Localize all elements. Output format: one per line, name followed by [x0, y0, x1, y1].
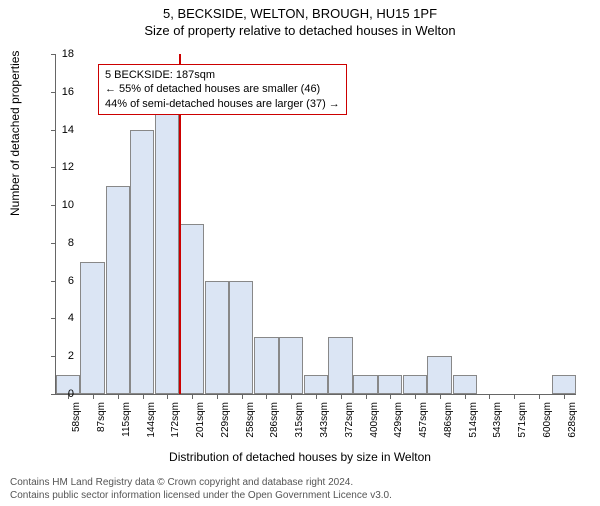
histogram-bar — [130, 130, 154, 394]
xtick-label: 115sqm — [121, 402, 132, 437]
annotation-line: 44% of semi-detached houses are larger (… — [105, 97, 340, 111]
xtick-mark — [143, 394, 144, 399]
annotation-line: 5 BECKSIDE: 187sqm — [105, 68, 340, 82]
xtick-mark — [415, 394, 416, 399]
histogram-bar — [80, 262, 104, 394]
xtick-label: 400sqm — [369, 402, 380, 438]
histogram-bar — [254, 337, 278, 394]
y-axis-label: Number of detached properties — [8, 51, 22, 216]
xtick-mark — [217, 394, 218, 399]
ytick-label: 2 — [50, 350, 74, 362]
xtick-label: 87sqm — [96, 402, 107, 432]
ytick-label: 6 — [50, 275, 74, 287]
xtick-label: 286sqm — [269, 402, 280, 438]
xtick-label: 571sqm — [517, 402, 528, 438]
xtick-label: 429sqm — [393, 402, 404, 438]
histogram-bar — [279, 337, 303, 394]
xtick-mark — [465, 394, 466, 399]
xtick-label: 372sqm — [344, 402, 355, 438]
histogram-bar — [179, 224, 203, 394]
xtick-label: 258sqm — [245, 402, 256, 438]
xtick-label: 457sqm — [418, 402, 429, 438]
histogram-bar — [378, 375, 402, 394]
xtick-label: 144sqm — [146, 402, 157, 438]
page-title-desc: Size of property relative to detached ho… — [0, 23, 600, 38]
ytick-label: 0 — [50, 388, 74, 400]
ytick-label: 8 — [50, 237, 74, 249]
footer-line1: Contains HM Land Registry data © Crown c… — [10, 476, 590, 489]
ytick-label: 10 — [50, 199, 74, 211]
xtick-mark — [489, 394, 490, 399]
xtick-label: 229sqm — [220, 402, 231, 438]
annotation-box: 5 BECKSIDE: 187sqm← 55% of detached hous… — [98, 64, 347, 115]
histogram-bar — [328, 337, 352, 394]
histogram-bar — [552, 375, 576, 394]
xtick-mark — [539, 394, 540, 399]
histogram-bar — [106, 186, 130, 394]
histogram-bar — [304, 375, 328, 394]
xtick-label: 343sqm — [319, 402, 330, 438]
xtick-label: 628sqm — [567, 402, 578, 438]
xtick-mark — [93, 394, 94, 399]
xtick-label: 543sqm — [492, 402, 503, 438]
histogram-bar — [155, 111, 179, 394]
xtick-mark — [266, 394, 267, 399]
xtick-mark — [192, 394, 193, 399]
xtick-mark — [118, 394, 119, 399]
ytick-label: 4 — [50, 312, 74, 324]
xtick-mark — [440, 394, 441, 399]
xtick-label: 172sqm — [170, 402, 181, 438]
xtick-mark — [366, 394, 367, 399]
xtick-mark — [242, 394, 243, 399]
annotation-line: ← 55% of detached houses are smaller (46… — [105, 82, 340, 96]
histogram-bar — [229, 281, 253, 394]
histogram-bar — [403, 375, 427, 394]
xtick-mark — [167, 394, 168, 399]
footer-line2: Contains public sector information licen… — [10, 489, 590, 502]
xtick-mark — [564, 394, 565, 399]
x-axis-label: Distribution of detached houses by size … — [0, 450, 600, 464]
histogram-bar — [353, 375, 377, 394]
ytick-label: 12 — [50, 161, 74, 173]
xtick-mark — [291, 394, 292, 399]
xtick-label: 514sqm — [468, 402, 479, 438]
ytick-label: 18 — [50, 48, 74, 60]
ytick-label: 14 — [50, 124, 74, 136]
plot-region: 5 BECKSIDE: 187sqm← 55% of detached hous… — [55, 54, 576, 395]
xtick-label: 486sqm — [443, 402, 454, 438]
xtick-label: 201sqm — [195, 402, 206, 438]
histogram-bar — [427, 356, 451, 394]
xtick-label: 600sqm — [542, 402, 553, 438]
xtick-mark — [316, 394, 317, 399]
xtick-mark — [390, 394, 391, 399]
chart-area: 5 BECKSIDE: 187sqm← 55% of detached hous… — [55, 54, 575, 394]
ytick-label: 16 — [50, 86, 74, 98]
xtick-mark — [514, 394, 515, 399]
histogram-bar — [205, 281, 229, 394]
histogram-bar — [453, 375, 477, 394]
page-title-address: 5, BECKSIDE, WELTON, BROUGH, HU15 1PF — [0, 6, 600, 21]
footer-attribution: Contains HM Land Registry data © Crown c… — [10, 476, 590, 502]
xtick-label: 315sqm — [294, 402, 305, 438]
xtick-mark — [341, 394, 342, 399]
xtick-label: 58sqm — [71, 402, 82, 432]
